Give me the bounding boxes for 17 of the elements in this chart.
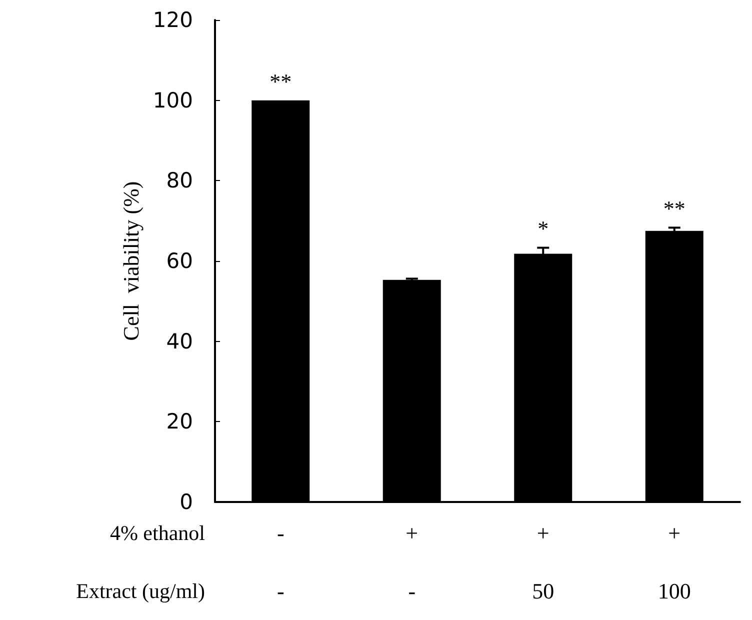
y-tick-label: 80 [166, 168, 193, 193]
y-tick-label: 0 [180, 490, 193, 514]
y-tick-label: 100 [152, 88, 193, 112]
category-label: - - [276, 520, 284, 604]
y-axis-title: Cell viability (%) [118, 181, 144, 341]
y-tick-label: 20 [166, 410, 193, 434]
annotation: ** [270, 68, 292, 94]
category-label: + 100 [658, 520, 691, 604]
category-label: + 50 [532, 520, 554, 604]
annotation: ** [663, 196, 686, 222]
annotation: * [538, 216, 549, 242]
y-tick-label: 60 [166, 249, 193, 273]
text: Extract (ug/ml) [76, 579, 206, 603]
category-label: + - [406, 520, 418, 604]
y-tick-label: 40 [166, 329, 193, 354]
text: 4% ethanol [110, 521, 206, 545]
y-tick-label: 120 [152, 8, 193, 32]
